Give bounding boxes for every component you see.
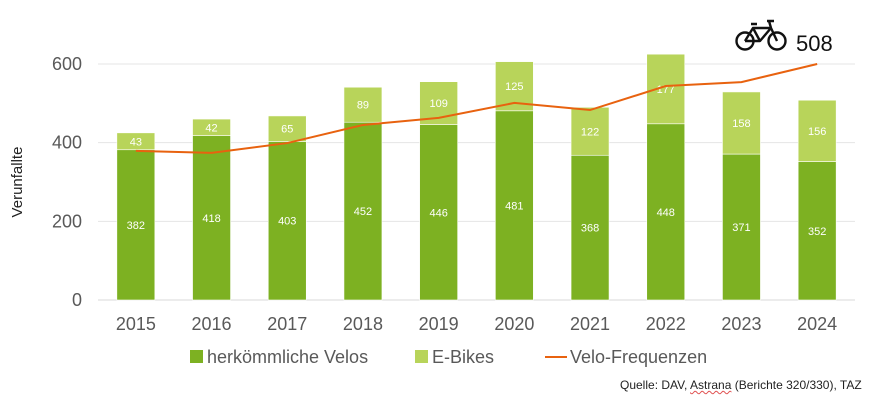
y-tick-label: 400 — [52, 133, 82, 153]
data-label: 89 — [357, 100, 369, 112]
x-tick-label: 2021 — [570, 314, 610, 334]
bar-herkoemmlich — [192, 135, 231, 301]
source-suffix: (Berichte 320/330), TAZ — [731, 378, 862, 392]
y-tick-label: 200 — [52, 211, 82, 231]
bar-ebikes — [646, 53, 686, 125]
x-tick-label: 2024 — [797, 314, 837, 334]
y-axis-label: Verunfallte — [9, 147, 26, 218]
bar-ebikes — [797, 99, 837, 162]
bar-herkoemmlich — [343, 121, 383, 301]
data-label: 109 — [429, 98, 447, 110]
data-label: 352 — [808, 226, 826, 238]
data-label: 368 — [581, 223, 599, 235]
data-label: 371 — [732, 222, 750, 234]
data-label: 452 — [354, 206, 372, 218]
data-label: 448 — [657, 207, 675, 219]
x-tick-label: 2015 — [116, 314, 156, 334]
bicycle-icon — [735, 19, 787, 51]
bar-ebikes — [116, 132, 156, 151]
legend-swatch — [190, 350, 203, 363]
bar-ebikes — [722, 91, 761, 155]
legend-label: herkömmliche Velos — [207, 347, 368, 367]
x-tick-label: 2017 — [267, 314, 307, 334]
bar-herkoemmlich — [722, 153, 761, 301]
bar-herkoemmlich — [419, 124, 458, 301]
data-label: 43 — [130, 136, 142, 148]
bar-herkoemmlich — [570, 154, 610, 301]
data-label: 481 — [505, 200, 523, 212]
data-label: 125 — [505, 81, 523, 93]
source-underlined: Astrana — [690, 378, 732, 392]
bar-herkoemmlich — [646, 123, 686, 301]
data-label: 446 — [429, 207, 447, 219]
data-label: 158 — [732, 118, 750, 130]
data-label: 382 — [127, 220, 145, 232]
bar-herkoemmlich — [797, 161, 837, 301]
legend-label: E-Bikes — [432, 347, 494, 367]
y-tick-label: 600 — [52, 54, 82, 74]
bar-herkoemmlich — [267, 141, 307, 301]
bar-ebikes — [192, 118, 231, 136]
bar-ebikes — [267, 115, 307, 142]
x-tick-label: 2016 — [192, 314, 232, 334]
x-tick-label: 2019 — [419, 314, 459, 334]
data-label: 42 — [205, 122, 217, 134]
source-note: Quelle: DAV, Astrana (Berichte 320/330),… — [620, 378, 862, 392]
data-label: 65 — [281, 124, 293, 136]
legend-swatch — [415, 350, 428, 363]
bar-herkoemmlich — [116, 149, 156, 301]
legend-label: Velo-Frequenzen — [570, 347, 707, 367]
x-tick-label: 2020 — [494, 314, 534, 334]
data-label: 403 — [278, 216, 296, 228]
line-velo-frequenzen — [135, 63, 818, 154]
data-label: 418 — [202, 213, 220, 225]
source-prefix: Quelle: DAV, — [620, 378, 691, 392]
bar-ebikes — [343, 86, 383, 123]
x-tick-label: 2022 — [646, 314, 686, 334]
bar-ebikes — [570, 106, 610, 156]
bar-herkoemmlich — [495, 110, 534, 301]
x-tick-label: 2018 — [343, 314, 383, 334]
x-tick-label: 2023 — [721, 314, 761, 334]
annotation-value: 508 — [796, 31, 833, 56]
data-label: 122 — [581, 126, 599, 138]
y-tick-label: 0 — [72, 290, 82, 310]
data-label: 156 — [808, 126, 826, 138]
